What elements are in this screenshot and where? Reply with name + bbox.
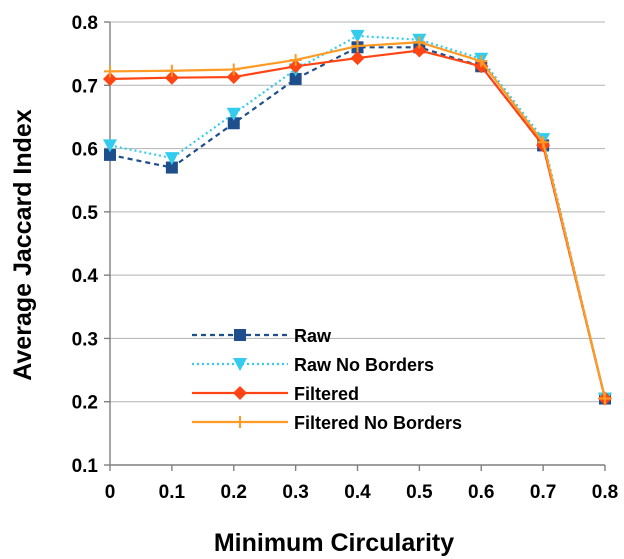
data-series xyxy=(103,29,612,406)
data-point xyxy=(103,71,117,86)
legend-marker xyxy=(233,358,247,371)
data-point xyxy=(537,136,550,149)
x-tick-label: 0.4 xyxy=(344,482,371,503)
legend-label: Filtered No Borders xyxy=(294,413,462,433)
data-point xyxy=(226,107,241,121)
x-tick-label: 0.6 xyxy=(468,482,494,503)
legend-marker xyxy=(233,386,247,400)
x-tick-label: 0.2 xyxy=(221,482,247,503)
data-point xyxy=(165,64,178,77)
x-tick-label: 0.5 xyxy=(406,482,433,503)
y-tick-label: 0.4 xyxy=(72,266,99,287)
gridlines xyxy=(110,21,605,403)
y-tick-label: 0.7 xyxy=(72,76,98,97)
data-point xyxy=(288,59,303,74)
y-tick-label: 0.6 xyxy=(72,140,98,161)
y-tick-label: 0.5 xyxy=(72,203,99,224)
data-point xyxy=(164,152,179,166)
data-point xyxy=(289,72,302,85)
x-tick-label: 0.7 xyxy=(530,482,556,503)
y-tick-labels: 0.1 0.2 0.3 0.4 0.5 0.6 0.7 0.8 xyxy=(72,13,110,477)
legend-entry: Filtered No Borders xyxy=(192,413,462,433)
y-tick-label: 0.8 xyxy=(72,13,98,34)
data-point xyxy=(103,139,117,153)
y-tick-label: 0.1 xyxy=(72,456,99,477)
data-point xyxy=(289,53,302,66)
data-point xyxy=(475,55,488,68)
legend-entry: Raw xyxy=(192,326,332,346)
legend-entry: Filtered xyxy=(192,384,359,404)
data-point xyxy=(350,51,365,66)
y-tick-label: 0.3 xyxy=(72,329,98,350)
y-tick-label: 0.2 xyxy=(72,393,98,414)
data-point xyxy=(226,70,241,85)
data-point xyxy=(413,36,426,49)
legend-label: Raw xyxy=(294,326,332,346)
x-tick-labels: 0 0.1 0.2 0.3 0.4 0.5 0.6 0.7 0.8 xyxy=(105,465,618,503)
y-axis-title: Average Jaccard Index xyxy=(9,109,37,381)
legend-entry: Raw No Borders xyxy=(192,355,434,375)
legend-label: Filtered xyxy=(294,384,359,404)
data-point xyxy=(412,43,427,58)
data-point xyxy=(351,40,364,53)
x-tick-label: 0.8 xyxy=(592,482,618,503)
legend-marker xyxy=(234,416,246,428)
legend-marker xyxy=(234,329,246,341)
x-tick-label: 0 xyxy=(105,482,116,503)
x-tick-label: 0.3 xyxy=(282,482,308,503)
series-filtered-no-borders xyxy=(104,36,611,405)
data-point xyxy=(165,161,178,174)
data-point xyxy=(104,148,116,161)
data-point xyxy=(350,29,365,43)
x-axis-title: Minimum Circularity xyxy=(214,529,454,557)
data-point xyxy=(227,117,240,130)
data-point xyxy=(104,65,116,78)
x-tick-label: 0.1 xyxy=(159,482,186,503)
data-point xyxy=(227,63,240,76)
data-point xyxy=(164,70,179,85)
legend: Raw Raw No Borders Filtered Filtered No Bor… xyxy=(192,326,462,433)
legend-label: Raw No Borders xyxy=(294,355,434,375)
data-point xyxy=(599,392,611,405)
